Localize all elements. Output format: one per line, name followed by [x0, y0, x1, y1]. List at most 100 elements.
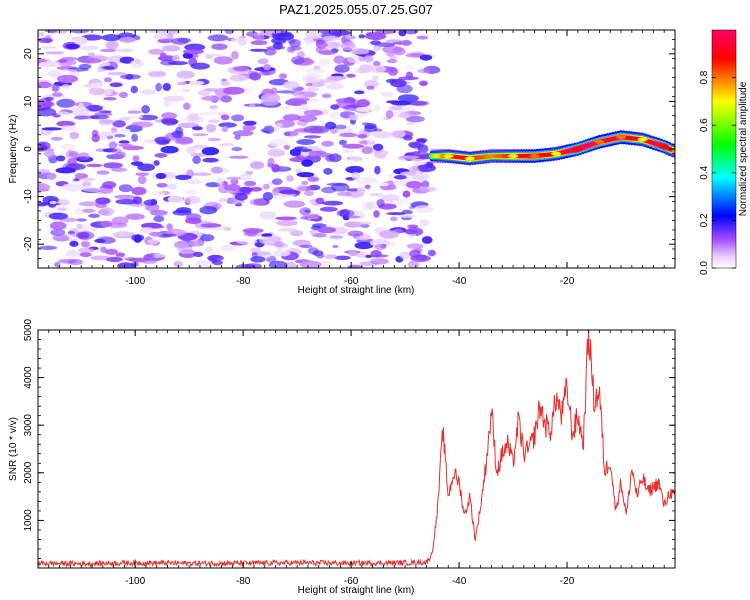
- noise-blob: [326, 75, 347, 81]
- noise-blob: [380, 91, 394, 98]
- noise-blob: [303, 125, 324, 134]
- noise-blob: [219, 143, 235, 147]
- noise-blob: [419, 54, 433, 61]
- noise-blob: [132, 155, 140, 162]
- noise-blob: [234, 192, 248, 201]
- noise-blob: [334, 64, 350, 73]
- noise-blob: [323, 35, 339, 42]
- noise-blob: [242, 228, 264, 234]
- noise-blob: [70, 106, 90, 116]
- noise-blob: [384, 241, 396, 247]
- noise-blob: [386, 100, 402, 104]
- noise-blob: [167, 195, 184, 204]
- noise-blob: [335, 124, 347, 130]
- noise-blob: [188, 80, 205, 86]
- noise-blob: [360, 223, 370, 228]
- noise-blob: [355, 107, 375, 112]
- noise-blob: [350, 221, 372, 225]
- noise-blob: [111, 91, 118, 96]
- noise-blob: [184, 115, 205, 123]
- noise-blob: [178, 122, 200, 129]
- noise-blob: [88, 87, 105, 96]
- noise-blob: [263, 63, 272, 71]
- noise-blob: [305, 76, 317, 83]
- noise-blob: [131, 186, 147, 196]
- noise-blob: [171, 130, 184, 139]
- noise-blob: [419, 80, 428, 87]
- signal-ridge-peak: [616, 135, 626, 140]
- noise-blob: [394, 175, 407, 180]
- noise-blob: [421, 236, 433, 244]
- noise-blob: [342, 143, 365, 149]
- noise-blob: [333, 55, 346, 64]
- noise-blob: [192, 133, 208, 137]
- noise-blob: [412, 161, 427, 166]
- noise-blob: [186, 146, 197, 154]
- noise-blob: [400, 171, 417, 176]
- noise-blob: [303, 135, 321, 139]
- noise-blob: [232, 66, 249, 72]
- noise-blob: [154, 153, 168, 158]
- noise-blob: [236, 238, 258, 245]
- noise-blob: [332, 244, 339, 249]
- noise-blob: [149, 231, 163, 237]
- noise-blob: [231, 50, 239, 60]
- noise-blob: [235, 264, 257, 268]
- noise-blob: [216, 177, 224, 186]
- noise-blob: [72, 156, 87, 161]
- snr-line: [38, 330, 675, 568]
- noise-blob: [386, 50, 396, 57]
- noise-blob: [135, 172, 149, 176]
- noise-blob: [107, 71, 128, 76]
- noise-blob: [272, 32, 295, 41]
- noise-blob: [102, 181, 117, 189]
- noise-blob: [56, 74, 79, 84]
- noise-blob: [324, 254, 338, 260]
- noise-blob: [114, 194, 136, 199]
- noise-blob: [65, 251, 84, 258]
- spectrogram-noise-region: [38, 30, 441, 268]
- noise-blob: [176, 136, 193, 144]
- x-tick-label: -20: [560, 276, 575, 287]
- figure-title: PAZ1.2025.055.07.25.G07: [279, 2, 433, 17]
- noise-blob: [205, 182, 221, 188]
- noise-blob: [408, 260, 420, 268]
- noise-blob: [330, 104, 340, 110]
- noise-blob: [308, 151, 319, 157]
- noise-blob: [97, 67, 104, 73]
- noise-blob: [192, 155, 201, 165]
- noise-blob: [76, 223, 83, 230]
- signal-ridge-peak: [464, 156, 475, 161]
- noise-blob: [361, 146, 373, 155]
- noise-blob: [299, 103, 310, 113]
- noise-blob: [101, 34, 122, 42]
- noise-blob: [402, 190, 411, 198]
- noise-blob: [141, 105, 151, 114]
- noise-blob: [38, 152, 46, 156]
- noise-blob: [266, 45, 286, 50]
- noise-blob: [208, 105, 219, 110]
- noise-blob: [108, 141, 117, 150]
- noise-blob: [399, 155, 420, 159]
- noise-blob: [94, 111, 113, 117]
- noise-blob: [373, 143, 384, 151]
- noise-blob: [271, 178, 283, 186]
- noise-blob: [52, 92, 63, 97]
- noise-blob: [93, 188, 114, 195]
- noise-blob: [321, 140, 334, 147]
- noise-blob: [226, 176, 243, 181]
- noise-blob: [263, 125, 275, 134]
- noise-blob: [419, 186, 437, 193]
- noise-blob: [207, 254, 224, 262]
- noise-blob: [221, 125, 229, 133]
- noise-blob: [398, 30, 407, 37]
- noise-blob: [51, 83, 60, 92]
- signal-ridge-peak: [529, 154, 540, 159]
- noise-blob: [119, 36, 136, 43]
- noise-blob: [184, 189, 198, 195]
- noise-blob: [140, 227, 155, 233]
- snr-panel: -100 -80 -60 -40 -20 1000 2000 3000 4000 5000 He…: [8, 318, 676, 596]
- noise-blob: [197, 89, 211, 96]
- noise-blob: [104, 77, 112, 83]
